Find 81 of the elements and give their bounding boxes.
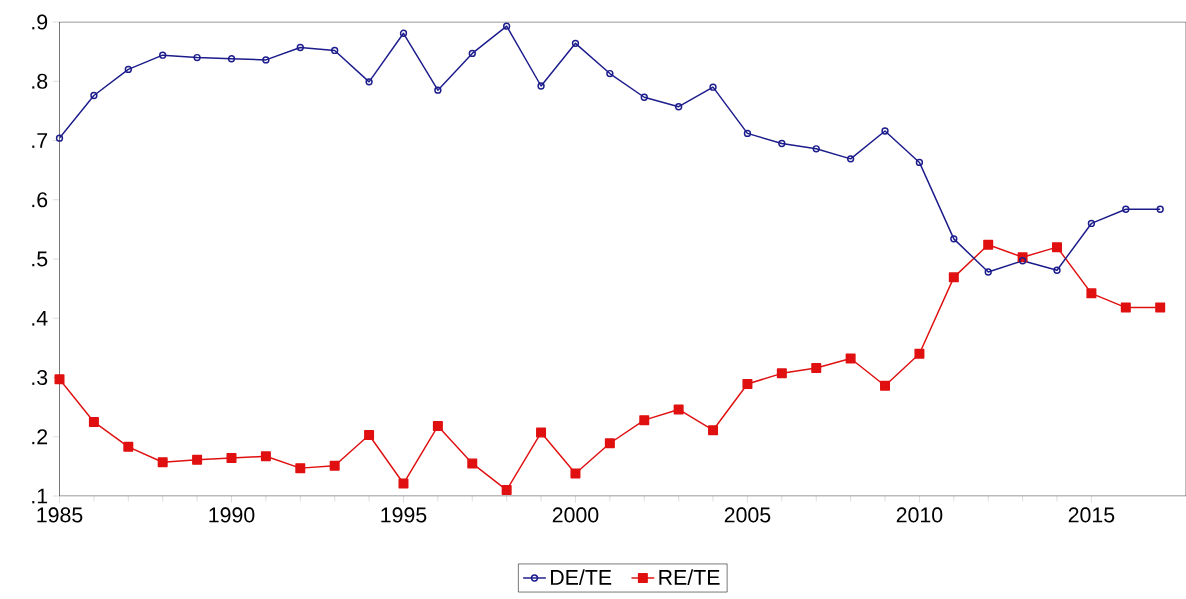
x-tick-label: 2010 <box>896 507 943 523</box>
point <box>673 404 684 415</box>
point <box>1120 302 1131 313</box>
point <box>1086 288 1097 299</box>
x-tick-label: 1985 <box>37 507 83 523</box>
point <box>845 353 856 364</box>
point <box>1052 242 1063 253</box>
point <box>262 56 270 64</box>
point <box>708 425 719 436</box>
point <box>467 458 478 469</box>
point <box>434 86 442 94</box>
point <box>914 348 925 359</box>
point <box>811 363 822 374</box>
point <box>881 127 889 135</box>
y-tick-label: .7 <box>32 133 48 148</box>
x-tick-label: 2015 <box>1068 507 1115 523</box>
point <box>812 145 820 153</box>
point <box>54 374 65 385</box>
point <box>880 380 891 391</box>
point <box>571 39 580 48</box>
point <box>432 421 443 432</box>
point <box>743 129 752 138</box>
point <box>157 457 168 468</box>
point <box>674 103 683 111</box>
point <box>227 55 236 63</box>
y-tick-label: .6 <box>32 192 48 208</box>
point <box>604 438 615 449</box>
point <box>88 416 99 427</box>
point <box>331 46 339 55</box>
point <box>399 29 408 37</box>
x-tick-label: 1990 <box>209 507 255 523</box>
point <box>501 485 512 496</box>
point <box>90 91 98 100</box>
point <box>984 268 992 276</box>
point <box>296 43 304 52</box>
point <box>1155 302 1166 313</box>
point <box>776 368 787 379</box>
point <box>193 53 201 62</box>
point <box>502 22 511 30</box>
point <box>537 82 545 90</box>
legend-label: DE/TE <box>551 569 612 585</box>
point <box>329 460 340 471</box>
x-tick-label: 2005 <box>724 507 771 523</box>
point <box>295 463 306 474</box>
point <box>915 158 924 167</box>
point <box>846 155 855 163</box>
point <box>124 65 132 74</box>
point <box>260 451 271 462</box>
point <box>226 453 237 464</box>
legend-label: RE/TE <box>659 569 720 585</box>
y-tick-label: .8 <box>32 73 48 89</box>
y-tick-label: .2 <box>32 429 48 445</box>
point <box>742 379 753 390</box>
point <box>639 415 650 426</box>
point <box>123 441 134 452</box>
point <box>983 239 994 250</box>
point <box>1087 219 1096 228</box>
point <box>709 83 717 91</box>
point <box>159 51 167 59</box>
point <box>950 235 958 243</box>
point <box>606 69 614 78</box>
y-tick-label: .3 <box>32 369 48 386</box>
y-tick-label: .1 <box>32 488 48 504</box>
y-tick-label: .9 <box>32 14 48 30</box>
point <box>1122 205 1130 213</box>
point <box>778 139 786 148</box>
point <box>192 454 203 465</box>
y-tick-label: .4 <box>32 310 48 326</box>
x-tick-label: 1995 <box>381 507 427 523</box>
point <box>364 429 375 440</box>
y-tick-label: .5 <box>32 251 48 267</box>
point <box>1018 257 1027 265</box>
point <box>398 478 409 489</box>
point <box>365 78 373 86</box>
point <box>640 93 648 101</box>
point <box>536 427 547 438</box>
point <box>948 272 959 283</box>
point <box>570 468 581 479</box>
point <box>1053 266 1061 274</box>
x-tick-label: 2000 <box>552 507 599 523</box>
point <box>468 49 476 58</box>
